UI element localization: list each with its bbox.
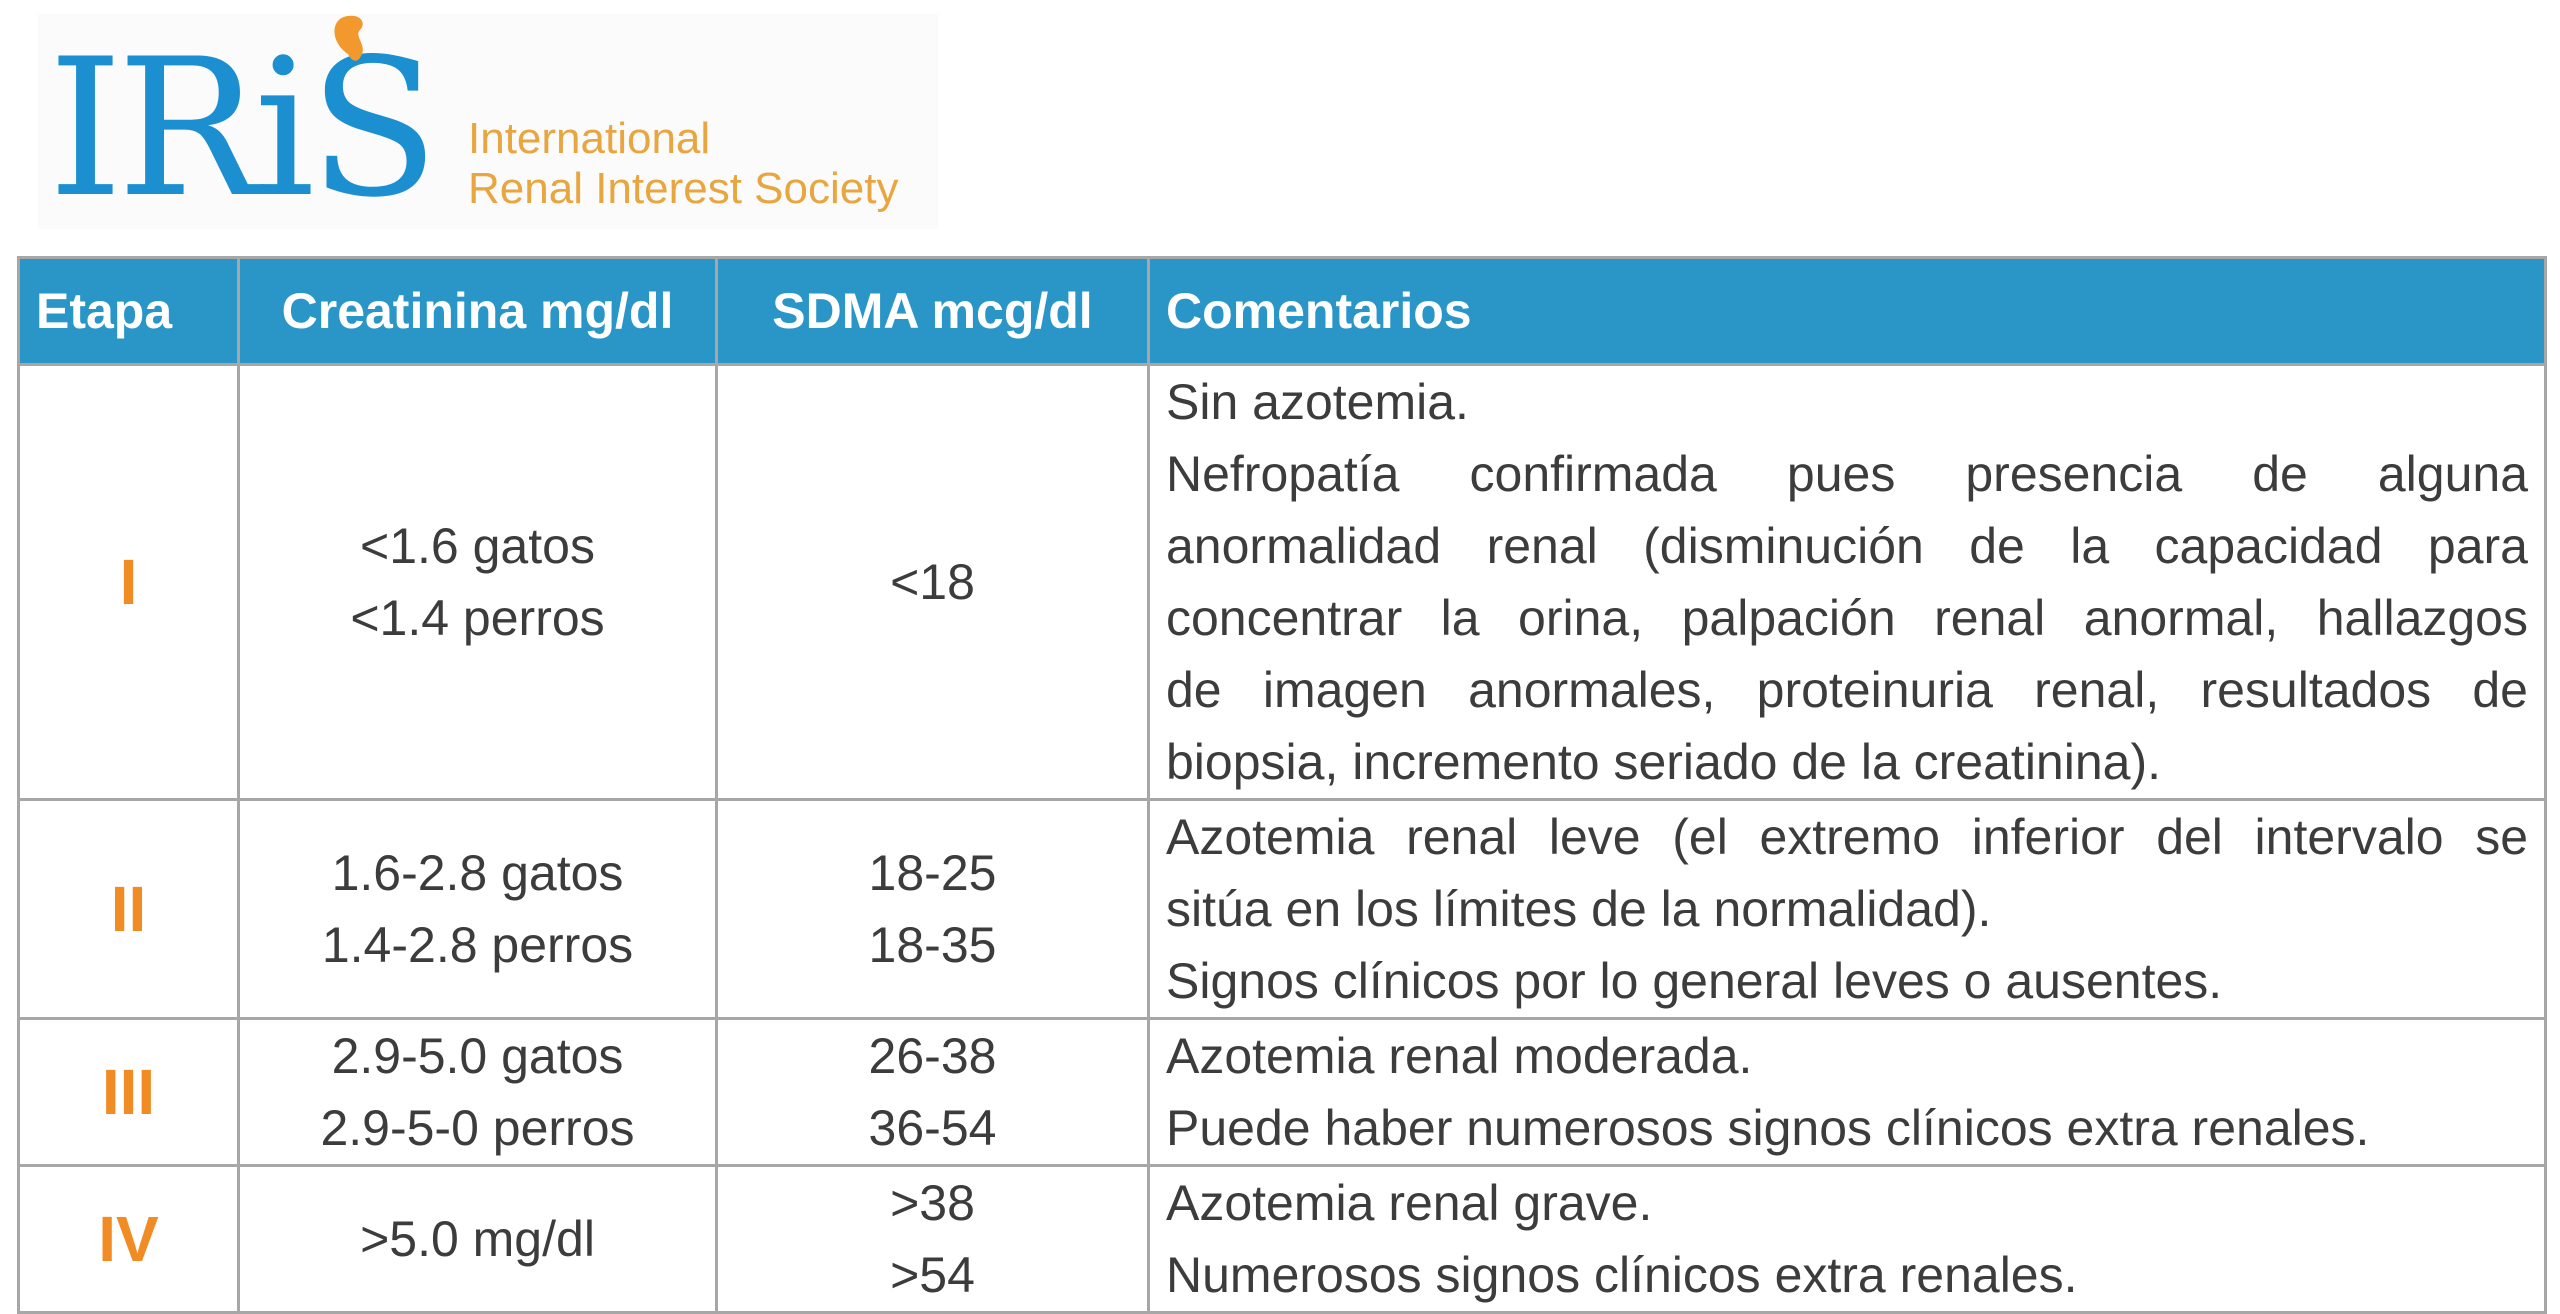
comment-line: Numerosos signos clínicos extra renales. (1166, 1247, 2078, 1303)
comment-line: Azotemia renal moderada. (1166, 1028, 1753, 1084)
creatinine-value: >5.0 mg/dl (360, 1211, 595, 1267)
comment-line: Azotemia renal grave. (1166, 1175, 1653, 1231)
iris-wordmark: IRiS (48, 14, 498, 229)
comment-line: concentrar la orina, palpación renal ano… (1166, 590, 2528, 646)
creatinine-value: <1.4 perros (350, 590, 605, 646)
stage-cell: II (17, 798, 240, 1020)
comments-cell: Azotemia renal leve (el extremo inferior… (1147, 798, 2547, 1020)
sdma-value: 18-25 (868, 845, 997, 901)
creatinine-cell: 1.6-2.8 gatos 1.4-2.8 perros (237, 798, 718, 1020)
table-header-row: Etapa Creatinina mg/dl SDMA mcg/dl Comen… (17, 256, 2547, 366)
creatinine-cell: >5.0 mg/dl (237, 1164, 718, 1314)
comment-line: sitúa en los límites de la normalidad). (1166, 881, 1992, 937)
comment-line: Nefropatía confirmada pues presencia de … (1166, 446, 2528, 502)
wordmark-text: IRiS (48, 18, 433, 229)
comment-line: Azotemia renal leve (el extremo inferior… (1166, 809, 2528, 865)
creatinine-value: 2.9-5.0 gatos (331, 1028, 624, 1084)
iris-staging-table: Etapa Creatinina mg/dl SDMA mcg/dl Comen… (17, 256, 2547, 1314)
sdma-cell: 18-25 18-35 (715, 798, 1150, 1020)
sdma-value: 18-35 (868, 917, 997, 973)
sdma-cell: >38 >54 (715, 1164, 1150, 1314)
sdma-cell: 26-38 36-54 (715, 1017, 1150, 1167)
comment-line: Signos clínicos por lo general leves o a… (1166, 953, 2223, 1009)
comment-line: Sin azotemia. (1166, 374, 1469, 430)
stage-cell: III (17, 1017, 240, 1167)
creatinine-cell: <1.6 gatos <1.4 perros (237, 363, 718, 801)
comment-line: biopsia, incremento seriado de la creati… (1166, 734, 2161, 790)
comments-cell: Azotemia renal grave. Numerosos signos c… (1147, 1164, 2547, 1314)
table-row: III 2.9-5.0 gatos 2.9-5-0 perros 26-38 3… (17, 1017, 2547, 1167)
header-creatinine: Creatinina mg/dl (237, 256, 718, 366)
iris-logo: IRiS International Renal Interest Societ… (38, 14, 938, 229)
table-row: I <1.6 gatos <1.4 perros <18 Sin azotemi… (17, 363, 2547, 801)
sdma-value: >38 (890, 1175, 975, 1231)
sdma-value: <18 (890, 554, 975, 610)
creatinine-value: <1.6 gatos (360, 518, 595, 574)
tagline-line-2: Renal Interest Society (468, 164, 899, 213)
logo-tagline: International Renal Interest Society (468, 114, 898, 214)
table-row: IV >5.0 mg/dl >38 >54 Azotemia renal gra… (17, 1164, 2547, 1314)
creatinine-value: 2.9-5-0 perros (320, 1100, 635, 1156)
tagline-line-1: International (468, 114, 711, 163)
creatinine-value: 1.6-2.8 gatos (331, 845, 624, 901)
header-sdma: SDMA mcg/dl (715, 256, 1150, 366)
sdma-value: 36-54 (868, 1100, 997, 1156)
stage-cell: IV (17, 1164, 240, 1314)
comment-line: Puede haber numerosos signos clínicos ex… (1166, 1100, 2370, 1156)
sdma-cell: <18 (715, 363, 1150, 801)
comments-cell: Sin azotemia. Nefropatía confirmada pues… (1147, 363, 2547, 801)
kidney-dot-icon (334, 15, 363, 61)
header-comments: Comentarios (1147, 256, 2547, 366)
creatinine-value: 1.4-2.8 perros (321, 917, 634, 973)
sdma-value: >54 (890, 1247, 975, 1303)
comments-cell: Azotemia renal moderada. Puede haber num… (1147, 1017, 2547, 1167)
comment-line: anormalidad renal (disminución de la cap… (1166, 518, 2528, 574)
header-stage: Etapa (17, 256, 240, 366)
stage-cell: I (17, 363, 240, 801)
table-row: II 1.6-2.8 gatos 1.4-2.8 perros 18-25 18… (17, 798, 2547, 1020)
comment-line: de imagen anormales, proteinuria renal, … (1166, 662, 2528, 718)
creatinine-cell: 2.9-5.0 gatos 2.9-5-0 perros (237, 1017, 718, 1167)
sdma-value: 26-38 (868, 1028, 997, 1084)
